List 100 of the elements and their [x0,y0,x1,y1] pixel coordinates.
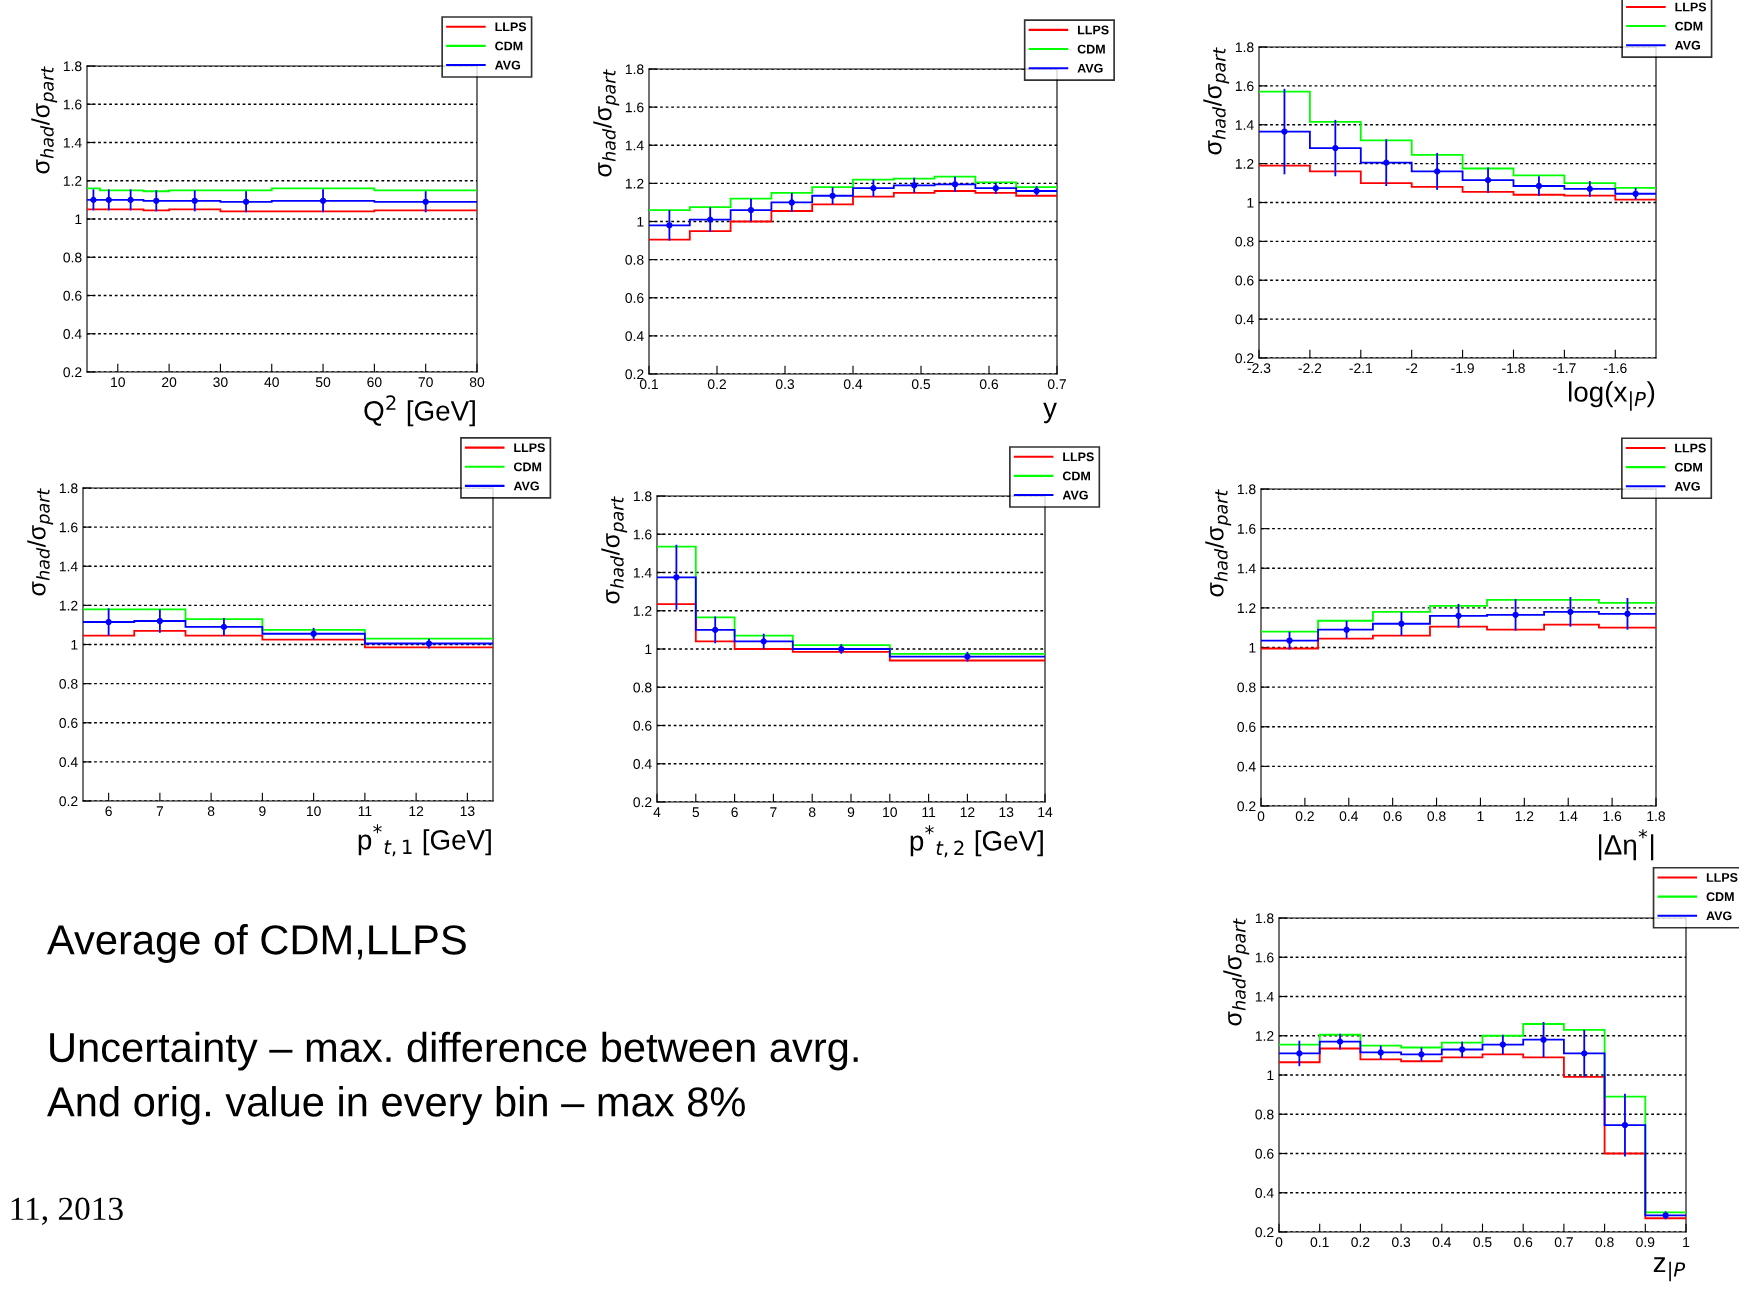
x-tick-label: 9 [847,807,855,818]
x-tick-label: 40 [264,377,279,388]
x-tick-label: 6 [731,807,738,818]
point [951,181,959,188]
y-tick-label: 1.8 [633,491,652,502]
y-tick-label: 0.6 [1255,1148,1274,1159]
x-axis-title: p$^{*}$$_{t,1}$ [GeV] [358,824,491,857]
x-tick-label: -1.9 [1451,363,1474,374]
x-tick-label: 0.7 [1554,1237,1573,1248]
point [1398,620,1405,627]
x-tick-label: 0.8 [1427,811,1446,822]
y-tick-label: 1 [1249,642,1256,653]
x-tick-label: 50 [315,377,331,388]
y-axis-title: σ$_{had}$/σ$_{part}$ [1205,489,1232,597]
y-tick-label: 1.8 [59,483,78,494]
x-tick-label: -2.3 [1247,363,1271,374]
y-tick-label: 1.6 [625,102,644,113]
x-tick-label: 7 [156,806,164,816]
y-tick-label: 1 [645,644,652,655]
legend-label: CDM [1675,21,1703,31]
y-tick-label: 1.2 [625,178,644,189]
y-tick-label: 0.8 [63,252,82,263]
x-tick-label: 0.1 [1310,1237,1329,1248]
x-tick-label: 4 [653,807,661,817]
x-tick-label: -2.2 [1298,363,1322,373]
x-tick-label: 0.3 [775,379,795,390]
y-tick-label: 0.4 [63,329,82,339]
point [1632,190,1639,197]
y-tick-label: 1.2 [1237,603,1256,613]
y-axis-title: σ$_{had}$/σ$_{part}$ [27,488,54,596]
x-tick-label: -1.8 [1502,363,1525,374]
y-tick-label: 1.6 [1237,523,1256,534]
point [1586,185,1593,193]
y-tick-label: 1.6 [59,522,78,533]
x-tick-label: 7 [770,807,777,817]
y-tick-label: 0.8 [59,678,78,689]
text: Average of CDM,LLPS [47,924,466,963]
point [1512,611,1519,618]
y-tick-label: 1.4 [63,137,82,148]
x-tick-label: 10 [306,806,321,817]
x-axis-title: z$_{|P}$ [1653,1257,1686,1282]
x-tick-label: 8 [808,807,816,818]
y-tick-label: 1.2 [59,600,78,611]
x-tick-label: 12 [960,807,975,817]
x-tick-label: 8 [207,806,215,817]
legend-label: AVG [1674,40,1701,50]
y-tick-label: 1.2 [1235,158,1254,169]
x-tick-label: 0.6 [1383,811,1402,822]
point [712,626,719,634]
x-tick-label: 1.8 [1647,811,1666,822]
text: 11, 2013 [11,1197,123,1225]
y-tick-label: 0.4 [1235,314,1254,325]
x-tick-label: 60 [367,377,382,388]
y-axis-title: σ$_{had}$/σ$_{part}$ [601,496,628,604]
y-tick-label: 0.6 [1237,722,1256,732]
y-tick-label: 0.6 [625,293,644,303]
x-tick-label: 1 [1477,811,1484,821]
y-tick-label: 0.2 [1255,1227,1274,1238]
y-tick-label: 1.6 [1235,81,1254,92]
y-axis-title: σ$_{had}$/σ$_{part}$ [593,69,620,177]
point [1377,1049,1384,1056]
point [788,199,795,206]
point [747,206,755,214]
y-tick-label: 1.6 [1255,952,1274,963]
y-tick-label: 1.4 [1235,120,1254,130]
point [992,185,999,192]
y-tick-label: 0.8 [1237,682,1256,693]
x-tick-label: 0.2 [707,379,726,390]
legend-label: LLPS [1706,873,1738,882]
y-tick-label: 0.8 [1235,236,1254,247]
y-tick-label: 1.8 [1237,484,1256,495]
point [105,618,112,626]
y-tick-label: 1.4 [59,561,78,572]
x-tick-label: -2 [1406,363,1418,373]
x-axis-title: y [1043,402,1057,424]
x-tick-label: 0 [1275,1237,1283,1248]
x-tick-label: 1.2 [1515,811,1534,821]
legend-label: LLPS [1063,452,1094,462]
x-tick-label: 6 [105,806,112,817]
x-tick-label: 80 [469,377,485,388]
y-tick-label: 1 [1267,1070,1274,1081]
y-tick-label: 0.4 [1237,761,1256,772]
y-tick-label: 1.4 [633,567,652,578]
point [1484,177,1492,184]
legend-label: LLPS [1078,25,1109,35]
point [1455,612,1462,619]
x-tick-label: 5 [692,807,700,818]
x-tick-label: -1.7 [1553,363,1576,373]
point [1434,168,1441,175]
legend-label: LLPS [495,22,527,32]
x-tick-label: -1.6 [1603,363,1627,374]
x-tick-label: 0.5 [1473,1237,1492,1248]
y-tick-label: 1.8 [1255,913,1274,924]
y-tick-label: 1 [637,216,644,227]
x-axis-title: p$^{*}$$_{t,2}$ [GeV] [910,825,1043,858]
x-tick-label: 30 [213,377,228,388]
legend-label: LLPS [514,443,545,453]
legend-label: AVG [513,481,539,491]
x-tick-label: 20 [162,377,177,388]
point [707,216,714,223]
